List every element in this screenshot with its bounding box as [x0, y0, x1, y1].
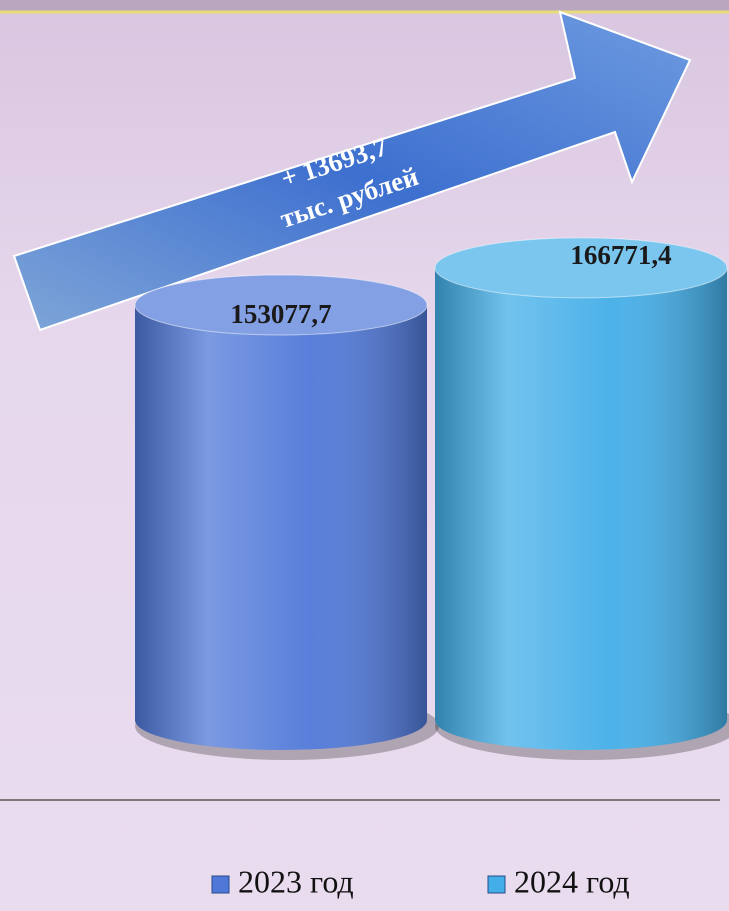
page: {"chart_data": {"type": "cylinder", "ann… [0, 0, 729, 911]
top-strip [0, 0, 729, 12]
value-label: 153077,7 [230, 299, 331, 329]
legend-label: 2023 год [238, 863, 354, 899]
bar-shading [135, 275, 427, 750]
legend-swatch [212, 876, 229, 893]
value-label: 166771,4 [570, 240, 671, 270]
bar-shading [435, 238, 727, 750]
legend-swatch [488, 876, 505, 893]
chart: + 13693,7 тыс. рублей 153077,7166771,420… [0, 0, 729, 911]
legend-label: 2024 год [514, 863, 630, 899]
